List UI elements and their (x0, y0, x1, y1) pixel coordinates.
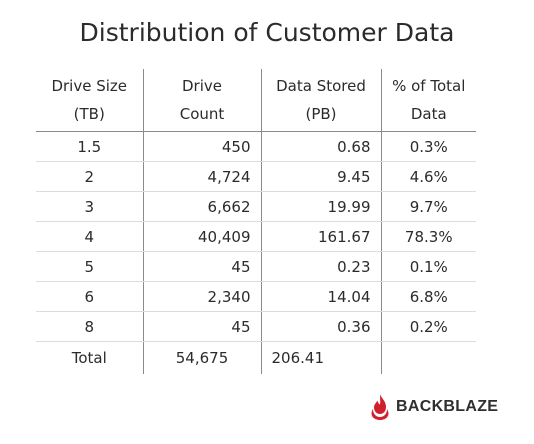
table-row: 2 4,724 9.45 4.6% (36, 161, 476, 192)
header-drive-count-line2: Count (179, 105, 225, 123)
table-header-row: Drive Size (TB) Drive Count Data Stored … (36, 69, 476, 132)
cell-drive-count: 45 (142, 251, 261, 282)
logo-text: BACKBLAZE (396, 398, 499, 415)
table-row: 3 6,662 19.99 9.7% (36, 191, 476, 222)
cell-data-stored: 0.23 (260, 251, 381, 282)
cell-drive-count: 4,724 (142, 161, 261, 192)
header-data-stored: Data Stored (PB) (260, 69, 381, 132)
cell-pct-total: 9.7% (380, 191, 476, 222)
cell-drive-size: 8 (36, 311, 143, 342)
header-data-stored-line1: Data Stored (276, 77, 366, 95)
table-row: 5 45 0.23 0.1% (36, 251, 476, 282)
cell-data-stored: 9.45 (260, 161, 381, 192)
cell-data-stored: 14.04 (260, 281, 381, 312)
table-row: 8 45 0.36 0.2% (36, 311, 476, 342)
total-data-stored: 206.41 (260, 341, 381, 374)
cell-data-stored: 0.36 (260, 311, 381, 342)
table-total-row: Total 54,675 206.41 (36, 341, 476, 374)
total-drive-count: 54,675 (142, 341, 261, 374)
header-drive-size-line2: (TB) (73, 105, 105, 123)
cell-drive-size: 6 (36, 281, 143, 312)
header-drive-count-line1: Drive (182, 77, 222, 95)
table-row: 4 40,409 161.67 78.3% (36, 221, 476, 252)
customer-data-table: Drive Size (TB) Drive Count Data Stored … (36, 69, 476, 374)
cell-drive-count: 45 (142, 311, 261, 342)
flame-icon (370, 394, 390, 420)
cell-drive-size: 1.5 (36, 131, 143, 162)
cell-pct-total: 0.2% (380, 311, 476, 342)
table-row: 1.5 450 0.68 0.3% (36, 131, 476, 162)
backblaze-logo: BACKBLAZE (370, 394, 498, 420)
cell-pct-total: 6.8% (380, 281, 476, 312)
cell-drive-size: 4 (36, 221, 143, 252)
cell-drive-size: 3 (36, 191, 143, 222)
cell-pct-total: 0.1% (380, 251, 476, 282)
cell-data-stored: 161.67 (260, 221, 381, 252)
total-pct-total (380, 341, 476, 374)
header-drive-size-line1: Drive Size (51, 77, 128, 95)
total-label: Total (71, 349, 107, 367)
header-drive-count: Drive Count (142, 69, 261, 132)
cell-drive-count: 6,662 (142, 191, 261, 222)
page-title: Distribution of Customer Data (79, 18, 455, 47)
cell-pct-total: 4.6% (380, 161, 476, 192)
header-drive-size: Drive Size (TB) (36, 69, 143, 132)
cell-drive-size: 2 (36, 161, 143, 192)
cell-drive-size: 5 (36, 251, 143, 282)
cell-data-stored: 19.99 (260, 191, 381, 222)
header-pct-total-line2: Data (410, 105, 447, 123)
cell-pct-total: 78.3% (380, 221, 476, 252)
cell-data-stored: 0.68 (260, 131, 381, 162)
cell-drive-count: 450 (142, 131, 261, 162)
table-row: 6 2,340 14.04 6.8% (36, 281, 476, 312)
header-pct-total: % of Total Data (380, 69, 476, 132)
cell-drive-count: 40,409 (142, 221, 261, 252)
cell-pct-total: 0.3% (380, 131, 476, 162)
cell-drive-count: 2,340 (142, 281, 261, 312)
header-pct-total-line1: % of Total (392, 77, 466, 95)
header-data-stored-line2: (PB) (305, 105, 337, 123)
